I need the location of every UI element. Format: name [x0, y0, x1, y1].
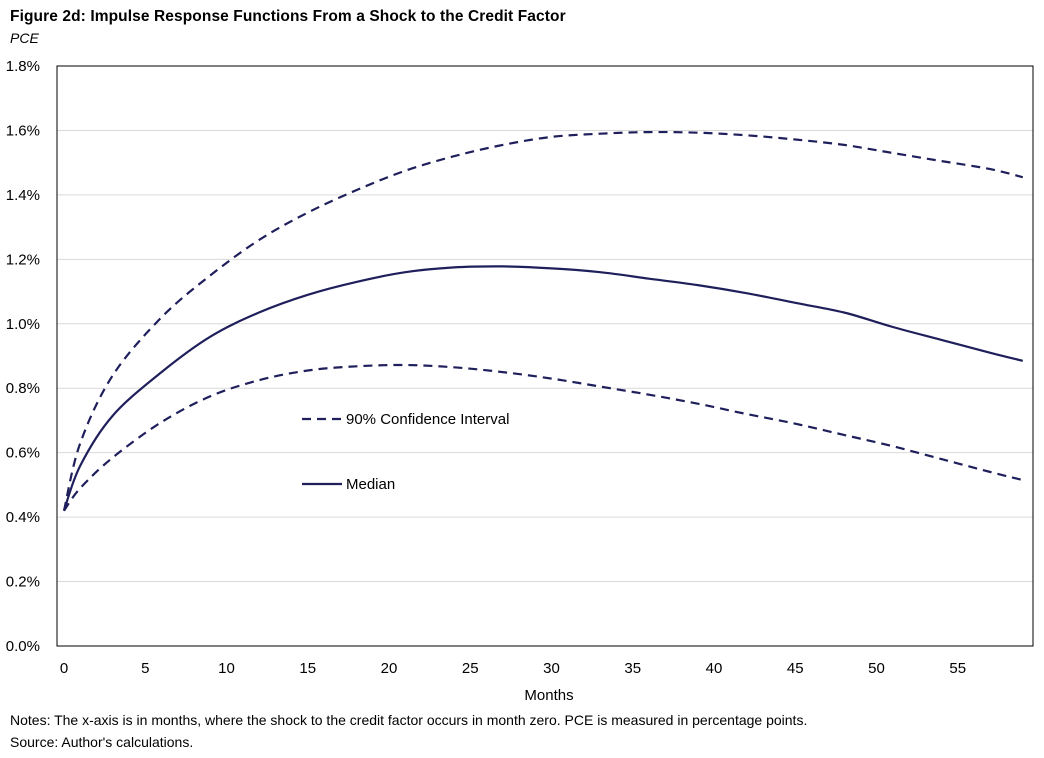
ci-lower-line — [63, 363, 1024, 512]
series-lines — [62, 130, 1024, 512]
y-tick-label: 0.8% — [6, 380, 40, 397]
x-axis-ticks: 0 5 10 15 20 25 30 35 40 45 50 55 — [60, 660, 966, 677]
source-text: Source: Author's calculations. — [10, 734, 194, 750]
x-tick-label: 10 — [218, 660, 235, 677]
y-axis-ticks: 0.0% 0.2% 0.4% 0.6% 0.8% 1.0% 1.2% 1.4% 1.6% 1.8% — [6, 58, 40, 655]
x-tick-label: 40 — [706, 660, 723, 677]
x-tick-label: 5 — [141, 660, 149, 677]
y-tick-label: 1.6% — [6, 122, 40, 139]
chart-notes: Notes: The x-axis is in months, where th… — [10, 709, 807, 753]
y-tick-label: 1.8% — [6, 58, 40, 75]
y-tick-label: 1.4% — [6, 187, 40, 204]
y-tick-label: 0.0% — [6, 638, 40, 655]
x-tick-label: 20 — [381, 660, 398, 677]
x-tick-label: 15 — [299, 660, 316, 677]
notes-text: Notes: The x-axis is in months, where th… — [10, 712, 808, 728]
gridlines — [57, 129, 1033, 583]
y-tick-label: 0.6% — [6, 445, 40, 462]
x-tick-label: 30 — [543, 660, 560, 677]
y-tick-label: 1.0% — [6, 316, 40, 333]
y-tick-label: 0.2% — [6, 574, 40, 591]
median-line — [62, 265, 1024, 512]
plot-frame — [56, 65, 1034, 647]
x-tick-label: 25 — [462, 660, 479, 677]
y-tick-label: 1.2% — [6, 251, 40, 268]
x-tick-label: 50 — [868, 660, 885, 677]
y-tick-label: 0.4% — [6, 509, 40, 526]
chart-title: Figure 2d: Impulse Response Functions Fr… — [10, 8, 566, 25]
x-tick-label: 45 — [787, 660, 804, 677]
x-axis-label: Months — [524, 687, 573, 704]
x-tick-label: 0 — [60, 660, 68, 677]
ci-upper-line — [62, 130, 1024, 511]
x-tick-label: 55 — [949, 660, 966, 677]
x-tick-label: 35 — [624, 660, 641, 677]
chart-subtitle: PCE — [10, 30, 39, 46]
legend-ci-label: 90% Confidence Interval — [346, 411, 509, 428]
legend: 90% Confidence Interval Median — [302, 411, 509, 493]
legend-median-label: Median — [346, 476, 395, 493]
